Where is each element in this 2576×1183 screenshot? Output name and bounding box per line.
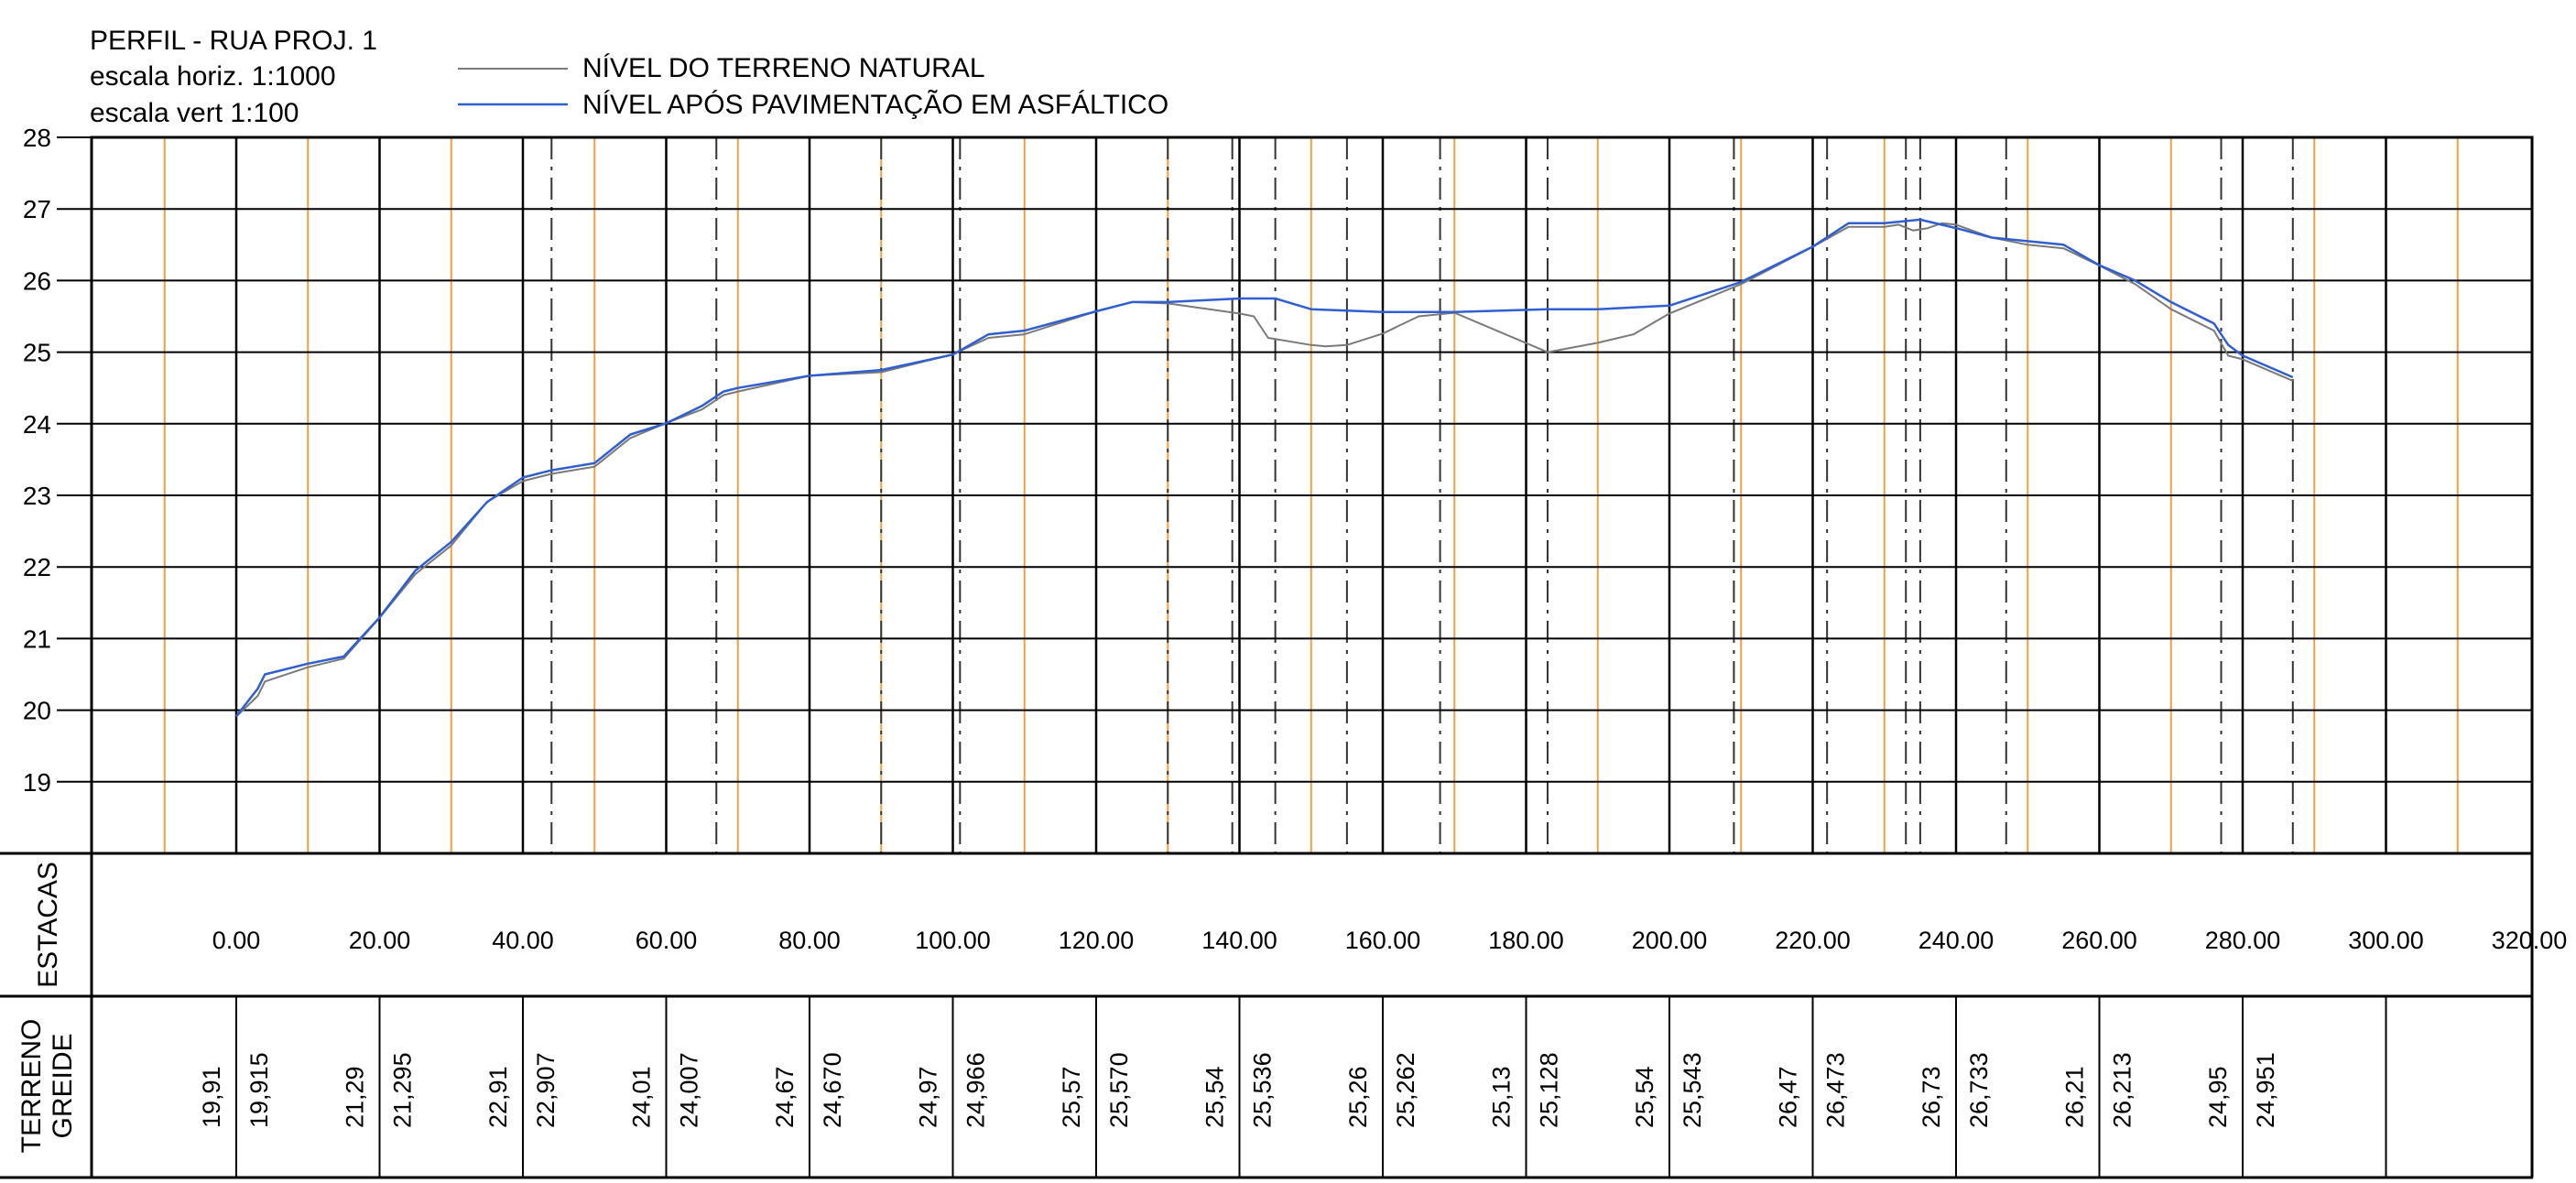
terreno-value: 25,13 [1488, 1066, 1516, 1128]
greide-value: 25,536 [1249, 1052, 1277, 1128]
x-tick-label: 320.00 [2492, 927, 2568, 954]
greide-value: 21,295 [389, 1052, 417, 1128]
horizontal-scale-label: escala horiz. 1:1000 [90, 61, 336, 92]
terreno-value: 25,54 [1201, 1066, 1229, 1128]
terreno-value: 25,54 [1631, 1066, 1658, 1128]
terreno-value: 25,26 [1344, 1066, 1372, 1128]
y-tick-label: 28 [23, 124, 51, 152]
terreno-value: 21,29 [342, 1066, 369, 1128]
x-tick-label: 240.00 [1918, 927, 1994, 954]
x-tick-label: 0.00 [212, 927, 261, 954]
terreno-row-label: TERRENO [16, 1019, 47, 1154]
chart-title: PERFIL - RUA PROJ. 1 [90, 26, 377, 56]
greide-value: 26,733 [1965, 1052, 1993, 1128]
terreno-value: 24,97 [915, 1066, 942, 1128]
x-tick-label: 20.00 [349, 927, 411, 954]
terreno-value: 24,01 [628, 1066, 656, 1128]
x-tick-label: 200.00 [1632, 927, 1708, 954]
greide-row-label: GREIDE [48, 1033, 78, 1138]
greide-value: 25,262 [1392, 1052, 1419, 1128]
y-tick-label: 20 [23, 697, 51, 725]
estacas-row-label: ESTACAS [33, 862, 63, 988]
greide-value: 22,907 [532, 1052, 560, 1128]
vertical-scale-label: escala vert 1:100 [90, 98, 299, 128]
greide-value: 26,213 [2109, 1052, 2136, 1128]
terreno-value: 25,57 [1058, 1066, 1085, 1128]
greide-value: 24,951 [2252, 1052, 2279, 1128]
x-tick-label: 180.00 [1488, 927, 1564, 954]
greide-value: 24,966 [962, 1052, 990, 1128]
x-tick-label: 80.00 [778, 927, 841, 954]
terreno-value: 26,47 [1775, 1066, 1802, 1128]
station-values: 19,91 19,915 21,29 21,295 22,91 22,907 24,01 24… [198, 1052, 2279, 1128]
y-tick-labels: 19 20 21 22 23 24 25 26 27 28 [23, 124, 51, 797]
x-tick-label: 260.00 [2061, 927, 2137, 954]
terreno-value: 26,73 [1918, 1066, 1945, 1128]
legend-pavement-label: NÍVEL APÓS PAVIMENTAÇÃO EM ASFÁLTICO [582, 89, 1168, 120]
y-tick-label: 25 [23, 339, 51, 367]
x-tick-label: 120.00 [1059, 927, 1135, 954]
x-tick-label: 100.00 [915, 927, 991, 954]
x-tick-labels: 0.00 20.00 40.00 60.00 80.00 100.00 120.00 140.… [212, 927, 2568, 954]
x-tick-label: 60.00 [636, 927, 698, 954]
x-tick-label: 140.00 [1201, 927, 1277, 954]
greide-value: 25,128 [1536, 1052, 1563, 1128]
greide-value: 26,473 [1822, 1052, 1850, 1128]
x-tick-label: 40.00 [492, 927, 554, 954]
x-tick-label: 220.00 [1775, 927, 1851, 954]
y-tick-label: 26 [23, 266, 51, 295]
greide-value: 24,670 [819, 1052, 846, 1128]
y-tick-label: 27 [23, 195, 51, 223]
x-tick-label: 280.00 [2205, 927, 2281, 954]
terreno-value: 24,67 [771, 1066, 799, 1128]
y-tick-label: 19 [23, 768, 51, 797]
greide-value: 25,570 [1105, 1052, 1133, 1128]
y-tick-label: 23 [23, 482, 51, 510]
terreno-value: 19,91 [198, 1066, 225, 1128]
greide-value: 19,915 [245, 1052, 273, 1128]
greide-value: 24,007 [676, 1052, 703, 1128]
x-tick-label: 160.00 [1345, 927, 1421, 954]
x-tick-label: 300.00 [2348, 927, 2424, 954]
terreno-value: 22,91 [484, 1066, 512, 1128]
y-tick-label: 22 [23, 553, 51, 581]
series-lines [235, 218, 2294, 718]
y-tick-label: 21 [23, 624, 51, 653]
terreno-value: 26,21 [2061, 1066, 2089, 1128]
legend-terrain-label: NÍVEL DO TERRENO NATURAL [582, 53, 985, 83]
greide-value: 25,543 [1679, 1052, 1706, 1128]
terreno-value: 24,95 [2204, 1066, 2232, 1128]
y-tick-label: 24 [23, 410, 51, 439]
pavement-line [235, 218, 2294, 717]
